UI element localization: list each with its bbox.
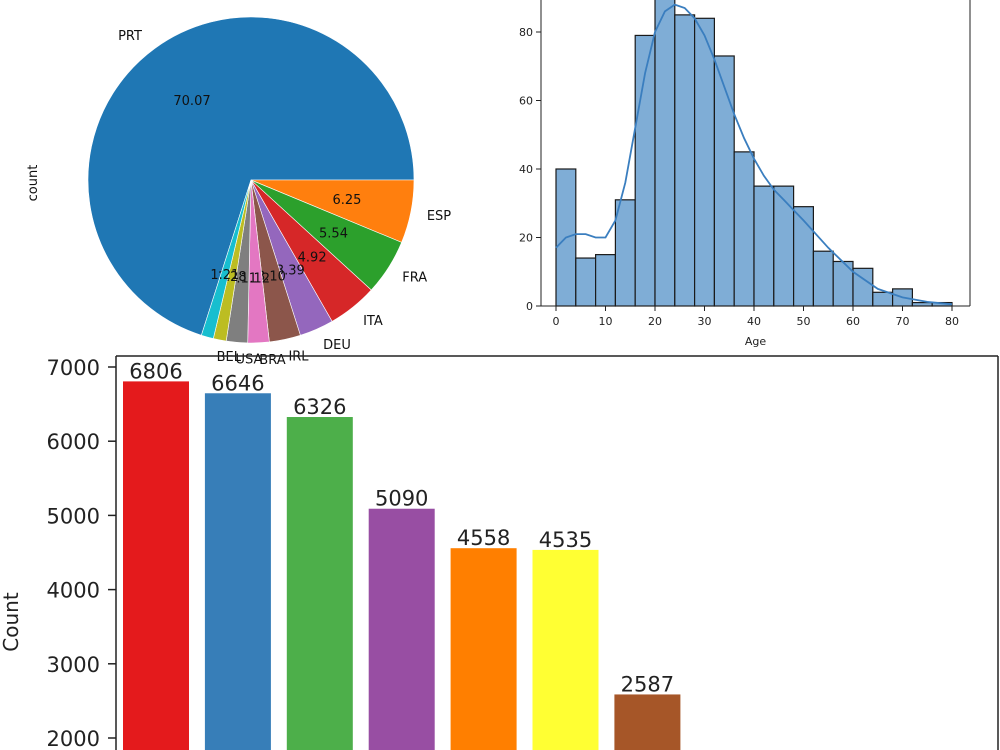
bar-value-label: 5090	[375, 487, 428, 511]
pie-ylabel: count	[26, 165, 41, 202]
count-bar-chart: 6806 6646 6326 5090 4558 4535 2587 2000 3000 4000…	[0, 355, 999, 750]
pie-category-label: ESP	[427, 209, 451, 224]
pie-pct-label: 1.21	[210, 268, 239, 283]
kde-line	[555, 3, 953, 306]
bar	[450, 548, 517, 750]
bar-y-tick-label: 7000	[47, 356, 100, 380]
hist-y-tick-label: 20	[519, 232, 533, 245]
bar-y-tick-label: 3000	[47, 653, 100, 677]
hist-y-tick-label: 40	[519, 163, 533, 176]
bar-y-tick-label: 6000	[47, 430, 100, 454]
hist-bar	[594, 254, 616, 307]
pie-pct-label: 4.92	[298, 250, 327, 265]
pie-pct-label: 3.10	[257, 270, 286, 285]
bar-ylabel: Count	[0, 592, 23, 652]
hist-y-tick-label: 0	[526, 300, 533, 313]
pie-pct-label: 70.07	[173, 94, 210, 109]
hist-bar	[693, 17, 715, 307]
hist-x-tick-label: 80	[945, 315, 959, 328]
bar-value-label: 4558	[457, 526, 510, 550]
hist-bar	[674, 14, 696, 307]
hist-bar	[872, 291, 894, 307]
pie-slice-prt	[87, 16, 415, 336]
hist-bar	[713, 55, 735, 307]
bar	[204, 393, 271, 750]
bar-y-tick-label: 4000	[47, 579, 100, 603]
bar-value-label: 2587	[621, 672, 674, 696]
pie-pct-label: 6.25	[332, 193, 361, 208]
bar-y-tick-label: 2000	[47, 727, 100, 750]
hist-x-tick-label: 30	[698, 315, 712, 328]
bar	[614, 694, 681, 750]
pie-category-label: FRA	[402, 270, 427, 285]
bar	[532, 549, 599, 750]
hist-bar	[753, 185, 775, 307]
hist-bar	[773, 185, 795, 307]
hist-x-tick-label: 70	[896, 315, 910, 328]
hist-bar	[911, 301, 933, 307]
hist-bar	[614, 199, 636, 307]
hist-bar	[654, 0, 676, 307]
bar-value-label: 4535	[539, 528, 592, 552]
hist-x-tick-label: 40	[747, 315, 761, 328]
pie-category-label: PRT	[118, 29, 142, 44]
hist-xlabel: Age	[745, 335, 767, 348]
bar	[368, 508, 435, 750]
bar-value-label: 6806	[129, 359, 182, 383]
pie-category-label: ITA	[363, 314, 383, 329]
pie-category-label: BEL	[217, 350, 242, 365]
pie-category-label: BRA	[259, 353, 285, 368]
pie-pct-label: 5.54	[319, 227, 348, 242]
bar-value-label: 6326	[293, 395, 346, 419]
bar-y-tick-label: 5000	[47, 504, 100, 528]
hist-bar	[733, 151, 755, 307]
pie-category-label: DEU	[323, 338, 351, 353]
hist-bar	[812, 250, 834, 307]
pie-category-label: IRL	[288, 349, 309, 364]
pie-pct-label: 3.39	[276, 264, 305, 279]
bar	[123, 381, 189, 750]
hist-x-tick-label: 10	[599, 315, 613, 328]
bar-value-label: 6646	[211, 371, 264, 395]
hist-y-tick-label: 60	[519, 95, 533, 108]
bar	[286, 417, 353, 750]
hist-x-tick-label: 0	[553, 315, 560, 328]
hist-y-tick-label: 80	[519, 26, 533, 39]
age-histogram: 0 10 20 30 40 50 60 70 80 0 20 40 60 80 Age	[519, 0, 971, 348]
pie-slice-other	[201, 179, 252, 339]
hist-x-tick-label: 50	[797, 315, 811, 328]
pie-chart: 70.07 PRT 6.25 ESP 5.54 FRA 4.92 ITA 3.39 DEU 3.10…	[26, 16, 451, 368]
hist-x-tick-label: 20	[648, 315, 662, 328]
hist-bar	[575, 257, 597, 307]
hist-x-tick-label: 60	[846, 315, 860, 328]
